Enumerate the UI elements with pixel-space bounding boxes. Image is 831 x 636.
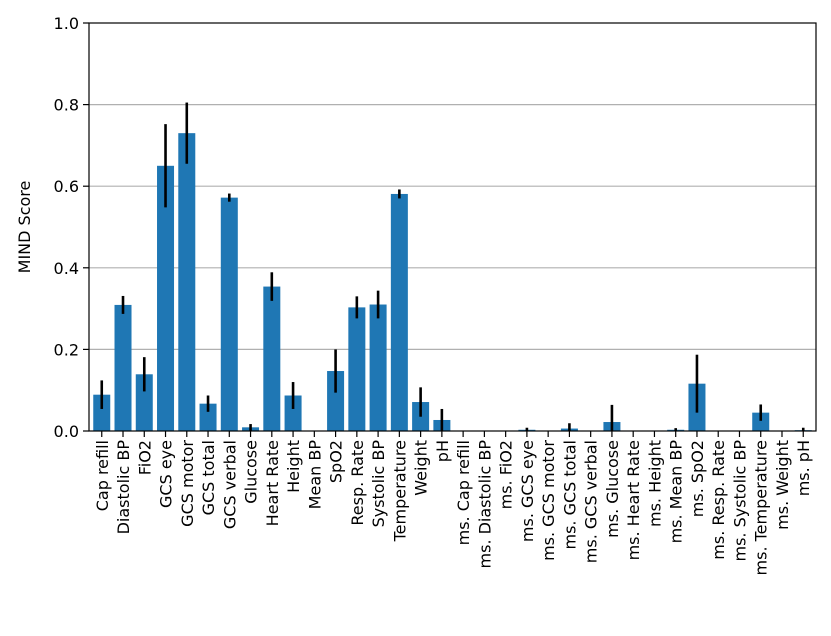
gridlines [89,103,816,350]
x-tick-label: FiO2 [135,440,154,475]
x-tick-label: SpO2 [327,440,346,483]
x-tick-label: ms. Temperature [752,440,771,575]
x-tick-label: Mean BP [305,440,324,510]
x-tick-label: ms. Glucose [603,440,622,538]
bar [390,193,408,431]
y-tick-label: 0.4 [54,259,79,278]
y-tick-label: 0.2 [54,340,79,359]
plot-frame [88,22,817,432]
x-tick-label: ms. GCS eye [518,440,537,542]
x-tick-label: Systolic BP [369,440,388,528]
x-tick-label: Temperature [390,440,409,542]
x-tick-label: Heart Rate [263,440,282,526]
x-tick-label: ms. Weight [773,440,792,530]
x-tick-label: ms. GCS verbal [582,440,601,563]
x-tick-label: Cap refill [93,440,112,511]
x-tick-label: Resp. Rate [348,440,367,526]
x-tick-label: Weight [412,440,431,496]
bar [114,304,132,431]
bar [157,165,175,432]
bar [348,307,366,431]
x-tick-label: Diastolic BP [114,440,133,535]
x-tick-label: ms. Systolic BP [730,440,749,562]
x-tick-label: GCS motor [178,440,197,527]
y-tick-label: 0.0 [54,422,79,441]
bar [178,133,196,431]
bar [93,394,111,431]
bars [93,133,812,432]
x-tick-label: ms. FiO2 [497,440,516,509]
x-tick-label: Glucose [242,440,261,504]
x-tick-label: ms. Height [645,440,664,527]
bar [284,395,302,431]
bar [199,403,217,431]
bar [327,371,345,431]
x-tick-label: ms. Cap refill [454,440,473,545]
x-tick-label: ms. pH [794,440,813,496]
x-tick-label: ms. GCS motor [539,440,558,561]
error-bars [100,102,805,431]
y-tick-label: 1.0 [54,14,79,33]
bar [220,197,238,431]
y-tick-label: 0.8 [54,96,79,115]
x-tick-label: ms. Heart Rate [624,440,643,560]
x-tick-label: GCS verbal [220,440,239,529]
x-tick-label: Height [284,440,303,493]
y-tick-label: 0.6 [54,177,79,196]
y-axis-label: MIND Score [15,181,34,274]
x-tick-label: ms. Diastolic BP [475,440,494,569]
x-tick-label: ms. SpO2 [688,440,707,517]
bar [135,374,153,431]
y-axis-ticks: 0.0 0.2 0.4 0.6 0.8 1.0 [54,14,89,441]
x-axis-ticks: Cap refill Diastolic BP FiO2 GCS eye GCS mot… [93,431,813,575]
x-tick-label: GCS eye [157,440,176,508]
bar [369,304,387,431]
x-tick-label: GCS total [199,440,218,515]
x-tick-label: ms. GCS total [560,440,579,550]
x-tick-label: ms. Resp. Rate [709,440,728,560]
x-tick-label: pH [433,440,452,462]
x-tick-label: ms. Mean BP [667,440,686,544]
bar [752,412,770,431]
bar [263,286,281,431]
